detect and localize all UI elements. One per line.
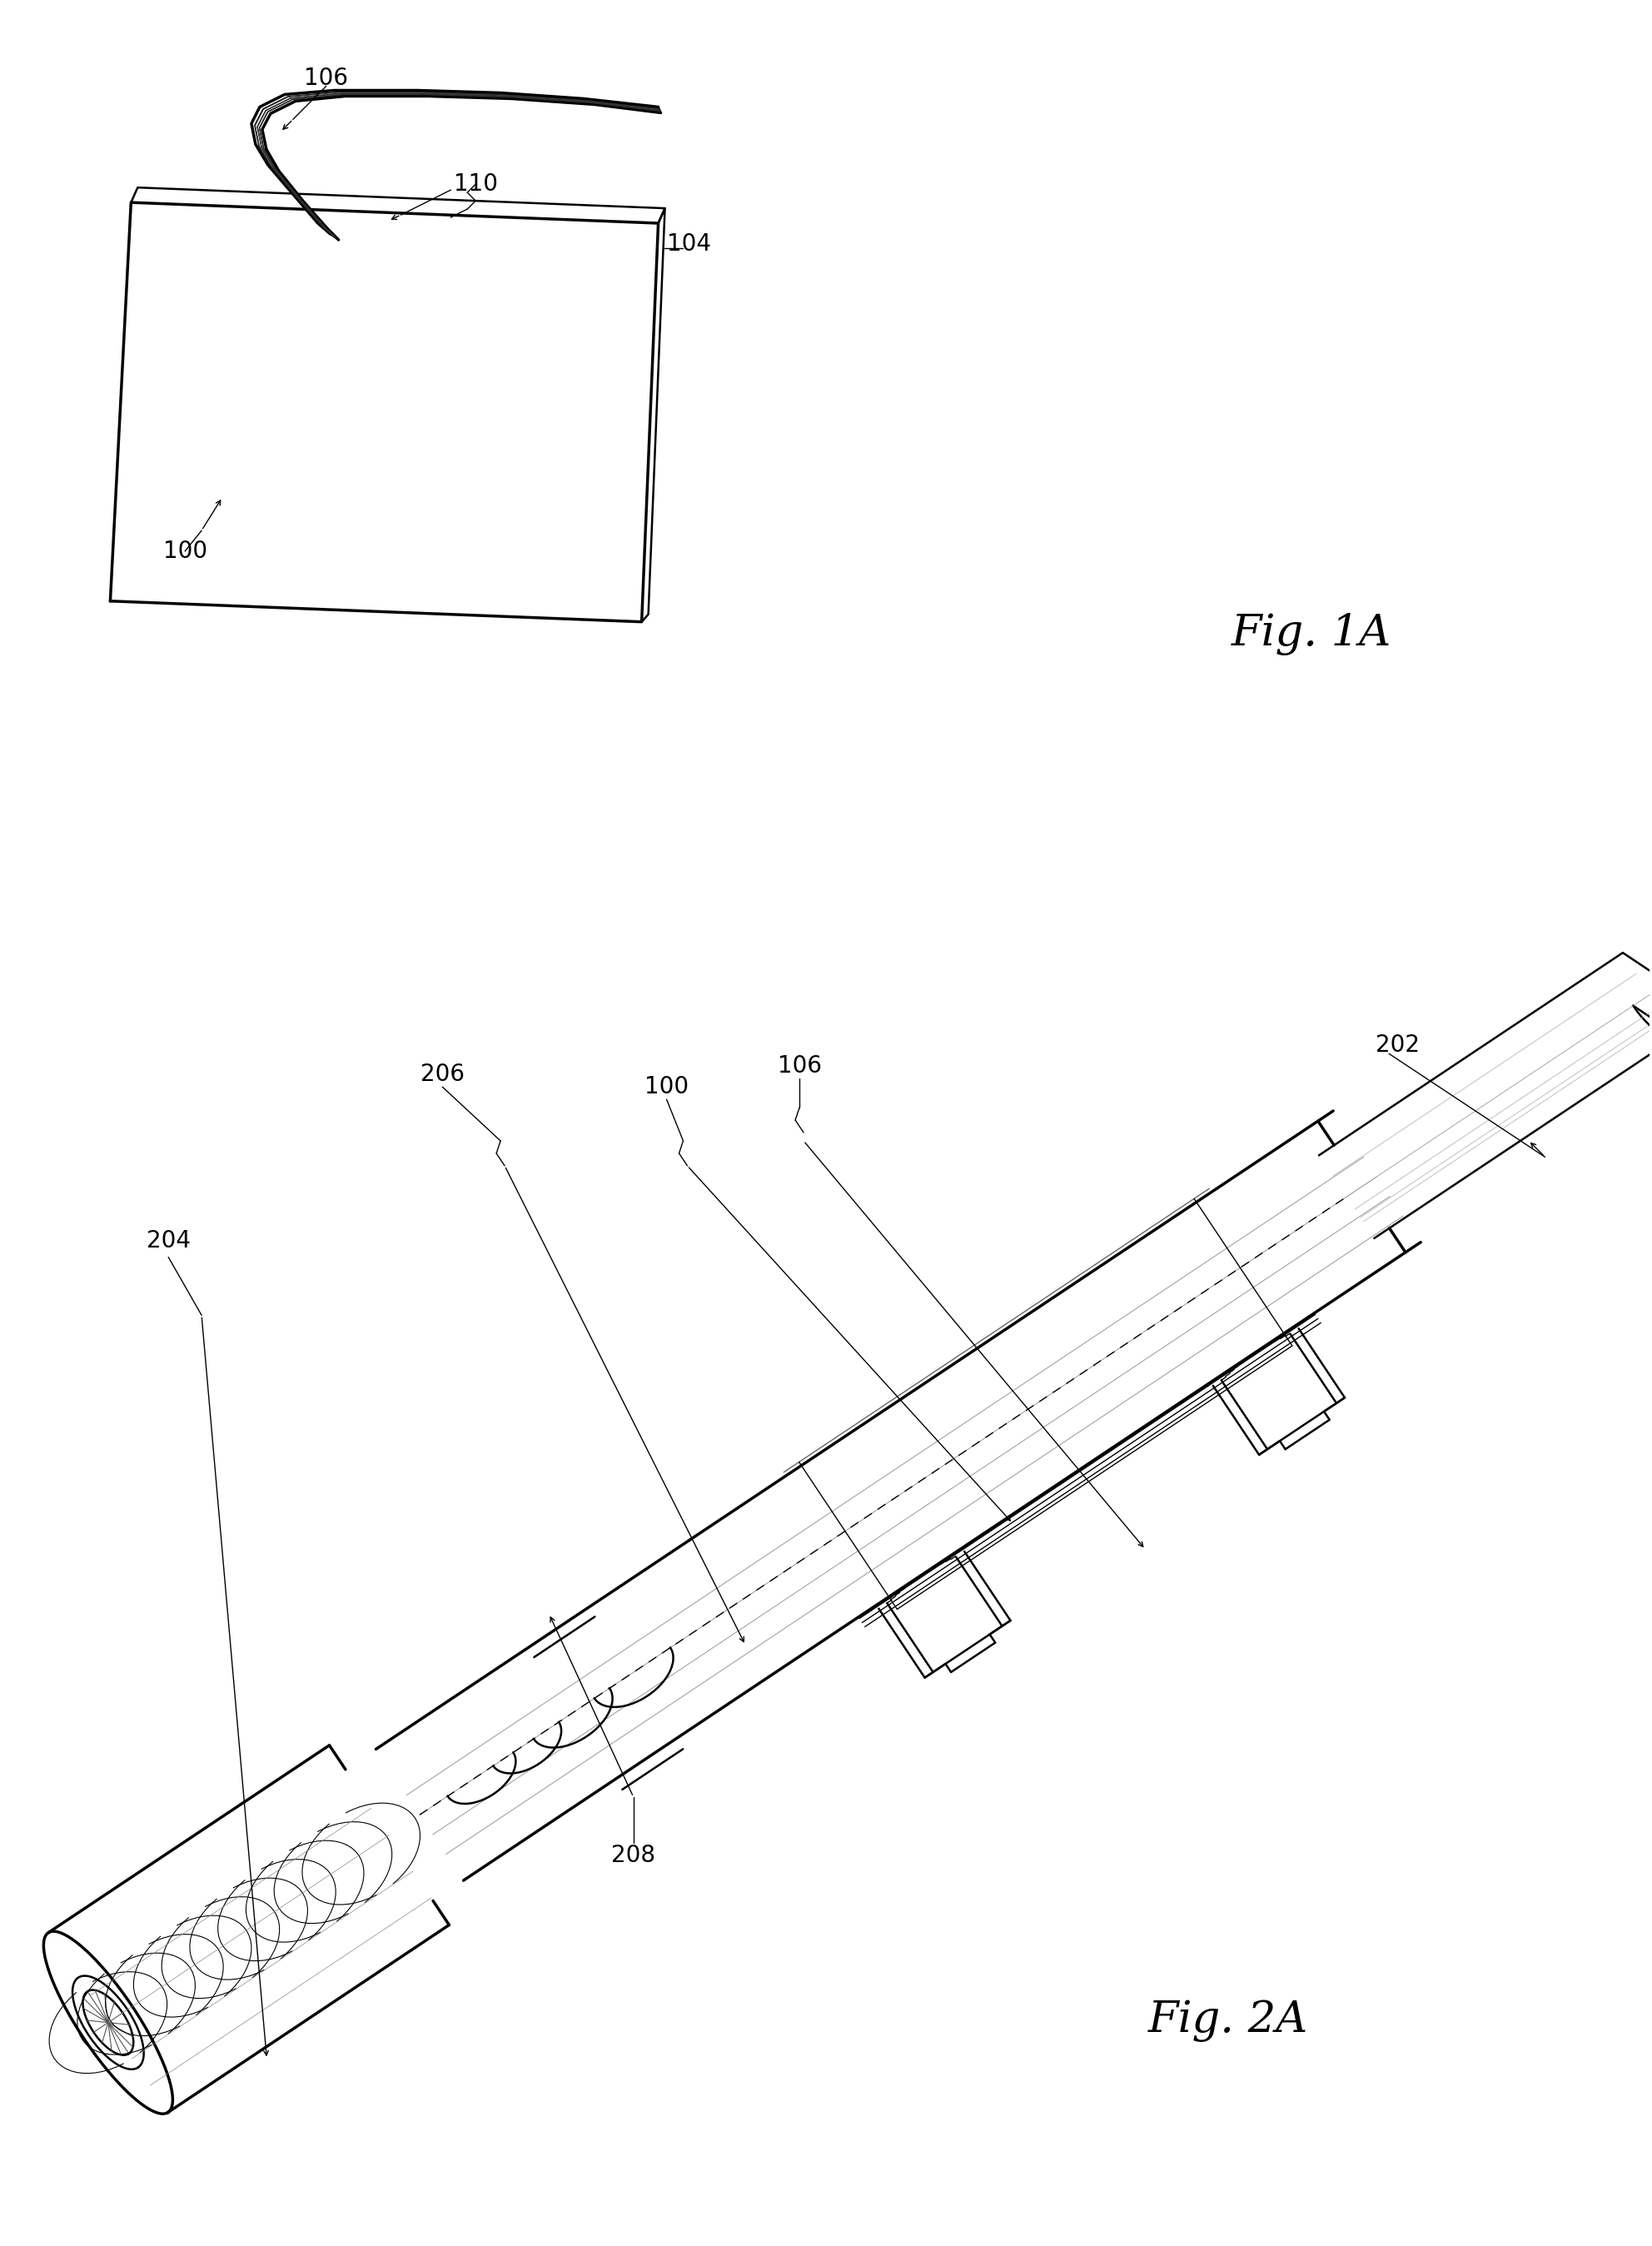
Text: 104: 104 <box>666 231 710 256</box>
Text: 206: 206 <box>420 1062 464 1087</box>
Text: Fig. 1A: Fig. 1A <box>1231 613 1391 656</box>
Text: 110: 110 <box>454 173 497 195</box>
Text: 106: 106 <box>778 1053 821 1078</box>
Text: 100: 100 <box>164 539 206 564</box>
Text: 208: 208 <box>611 1844 656 1866</box>
Text: 100: 100 <box>644 1076 689 1098</box>
Text: 106: 106 <box>304 65 349 90</box>
Text: 202: 202 <box>1374 1033 1419 1058</box>
Text: Fig. 2A: Fig. 2A <box>1148 1999 1308 2042</box>
Text: 204: 204 <box>147 1229 190 1253</box>
